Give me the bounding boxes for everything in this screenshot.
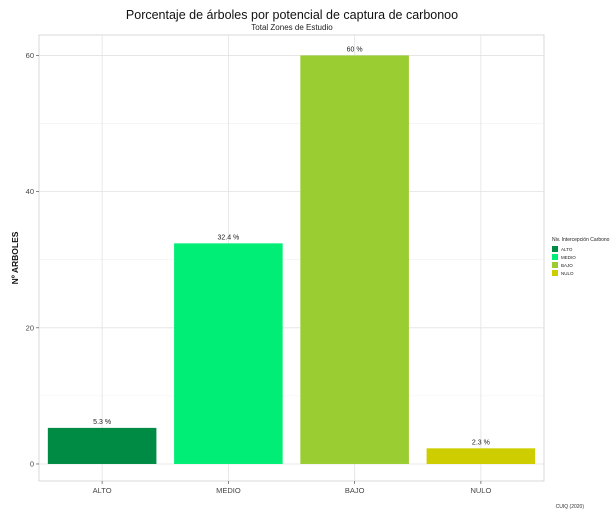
x-tick-label-alto: ALTO bbox=[93, 486, 112, 495]
x-tick-label-bajo: BAJO bbox=[345, 486, 365, 495]
plot-panel bbox=[38, 34, 545, 482]
x-tick-label-nulo: NULO bbox=[470, 486, 491, 495]
y-tick-label: 60 bbox=[26, 51, 34, 60]
chart-subtitle: Total Zones de Estudio bbox=[251, 23, 333, 32]
bar-bajo bbox=[300, 55, 409, 464]
data-label-medio: 32.4 % bbox=[217, 234, 239, 241]
bar-medio bbox=[174, 243, 283, 464]
y-axis-ticks: 0 20 40 60 bbox=[26, 51, 39, 468]
x-tick-label-medio: MEDIO bbox=[216, 486, 241, 495]
legend-label-nulo: NULO bbox=[561, 271, 574, 276]
data-labels: 5.3 % 32.4 % 60 % 2.3 % bbox=[93, 46, 490, 446]
chart-caption: CUIQ (2020) bbox=[556, 504, 585, 510]
bar-nulo bbox=[426, 448, 536, 464]
chart-title: Porcentaje de árboles por potencial de c… bbox=[126, 8, 458, 22]
y-tick-label: 20 bbox=[26, 323, 34, 332]
data-label-nulo: 2.3 % bbox=[472, 439, 490, 446]
bars bbox=[47, 55, 536, 464]
x-axis-ticks: ALTO MEDIO BAJO NULO bbox=[93, 481, 491, 495]
data-label-bajo: 60 % bbox=[347, 46, 363, 53]
legend-title: Niv. Intercepción Carbono bbox=[552, 237, 610, 243]
y-tick-label: 40 bbox=[26, 187, 34, 196]
legend-key-alto bbox=[552, 246, 558, 252]
legend: Niv. Intercepción Carbono ALTO MEDIO BAJO N… bbox=[552, 237, 610, 276]
legend-label-bajo: BAJO bbox=[561, 263, 573, 268]
y-axis-label: Nº ARBOLES bbox=[10, 231, 20, 284]
y-tick-label: 0 bbox=[30, 459, 34, 468]
legend-label-alto: ALTO bbox=[561, 247, 573, 252]
legend-key-medio bbox=[552, 254, 558, 260]
legend-key-bajo bbox=[552, 262, 558, 268]
legend-label-medio: MEDIO bbox=[561, 255, 576, 260]
data-label-alto: 5.3 % bbox=[93, 419, 111, 426]
legend-key-nulo bbox=[552, 270, 558, 276]
bar-alto bbox=[47, 427, 157, 464]
